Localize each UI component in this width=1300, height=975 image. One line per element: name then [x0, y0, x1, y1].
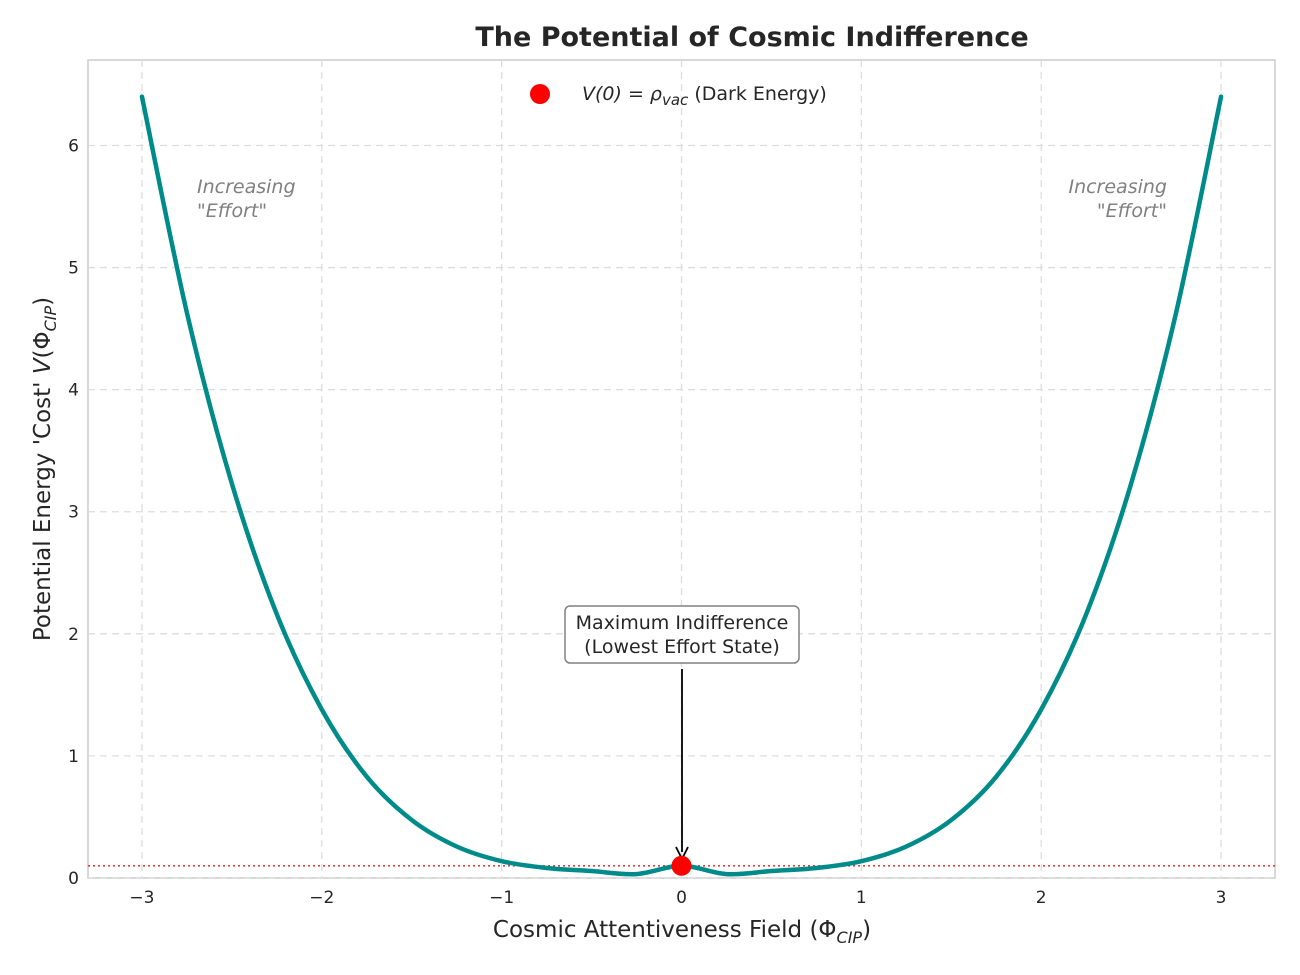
legend-marker	[530, 84, 550, 104]
y-tick-label: 3	[68, 503, 79, 523]
y-axis-label-italic: V	[30, 356, 56, 374]
annotation-line1: Maximum Indifference	[576, 612, 789, 634]
y-axis-label-end: )	[30, 297, 56, 306]
y-axis-label-sub: CIP	[41, 305, 60, 331]
data-point-v0	[671, 855, 692, 876]
x-axis-label-sub: CIP	[837, 928, 863, 947]
x-axis-label-end: )	[862, 917, 871, 943]
y-tick-label: 1	[68, 747, 79, 767]
legend-label: V(0) = ρvac (Dark Energy)	[582, 83, 827, 109]
y-axis-label-main: Potential Energy 'Cost'	[30, 374, 56, 641]
x-tick-label: 3	[1216, 888, 1227, 908]
chart-title: The Potential of Cosmic Indifference	[475, 22, 1028, 53]
y-tick-label: 6	[68, 136, 79, 156]
y-axis-label: Potential Energy 'Cost' V(ΦCIP)	[30, 297, 60, 641]
annotation-line2: (Lowest Effort State)	[584, 636, 780, 658]
y-tick-label: 4	[68, 381, 79, 401]
x-tick-label: −3	[129, 888, 154, 908]
x-axis-label: Cosmic Attentiveness Field (ΦCIP)	[493, 917, 871, 947]
legend-label-suffix: (Dark Energy)	[688, 83, 827, 105]
y-axis-label-open: (Φ	[30, 331, 56, 358]
tick-layer: −3 −2 −1 0 1 2 3 0 1 2 3 4 5 6	[68, 136, 1226, 908]
point-layer	[671, 855, 692, 876]
annotation-box	[564, 605, 800, 664]
y-tick-label: 5	[68, 259, 79, 279]
x-axis-label-main: Cosmic Attentiveness Field (Φ	[493, 917, 837, 943]
left-note-line1: Increasing	[197, 176, 296, 198]
center-annotation: Maximum Indifference (Lowest Effort Stat…	[564, 605, 800, 862]
x-tick-label: 1	[856, 888, 867, 908]
legend-label-main: V(0) = ρ	[582, 83, 662, 105]
x-tick-label: 2	[1036, 888, 1047, 908]
y-tick-label: 0	[68, 869, 79, 889]
y-tick-label: 2	[68, 625, 79, 645]
left-note-line2: "Effort"	[197, 200, 267, 222]
legend-label-sub: vac	[662, 91, 689, 109]
x-tick-label: 0	[676, 888, 687, 908]
right-note-line2: "Effort"	[1097, 200, 1167, 222]
legend: V(0) = ρvac (Dark Energy)	[530, 83, 827, 109]
x-tick-label: −1	[489, 888, 514, 908]
x-tick-label: −2	[309, 888, 334, 908]
right-note-line1: Increasing	[1068, 176, 1167, 198]
